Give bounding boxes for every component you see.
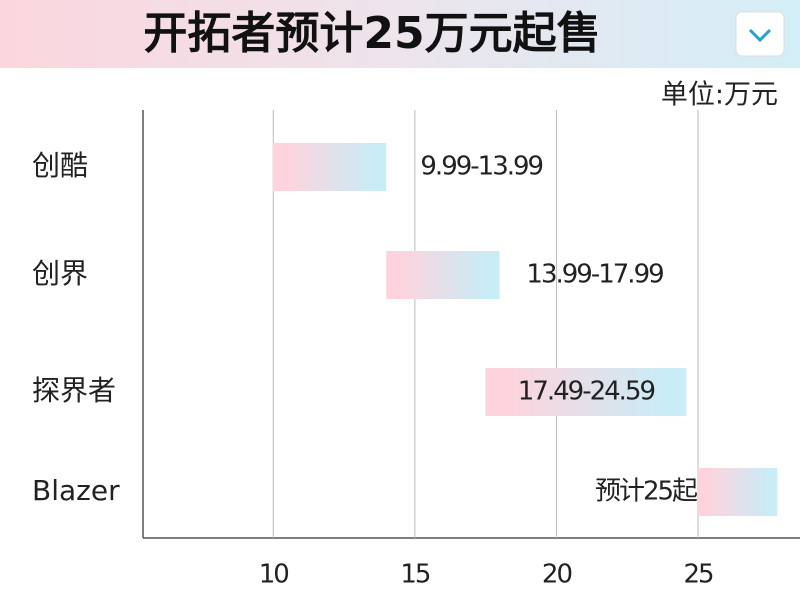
value-label: 预计25起 bbox=[595, 477, 698, 507]
category-label: 创界 bbox=[32, 257, 88, 290]
x-tick-label: 20 bbox=[542, 560, 572, 590]
range-bar bbox=[485, 368, 687, 416]
category-label: 创酷 bbox=[32, 149, 88, 182]
category-label: 探界者 bbox=[32, 374, 116, 407]
x-tick-label: 10 bbox=[259, 560, 289, 590]
dropdown-button[interactable] bbox=[735, 11, 785, 57]
x-tick-label: 15 bbox=[400, 560, 430, 590]
range-bar bbox=[272, 143, 387, 191]
title-banner bbox=[0, 0, 800, 68]
unit-label: 单位:万元 bbox=[661, 80, 778, 111]
range-bar bbox=[698, 468, 778, 516]
category-label: Blazer bbox=[32, 474, 120, 507]
dropdown-box[interactable] bbox=[735, 11, 785, 57]
value-label: 17.49-24.59 bbox=[518, 377, 655, 407]
value-label: 9.99-13.99 bbox=[420, 152, 542, 182]
range-bar bbox=[386, 251, 500, 299]
chevron-icon[interactable] bbox=[748, 28, 772, 43]
chart-title: 开拓者预计25万元起售 bbox=[143, 8, 600, 59]
value-label: 13.99-17.99 bbox=[526, 260, 663, 290]
x-tick-label: 25 bbox=[684, 560, 714, 590]
